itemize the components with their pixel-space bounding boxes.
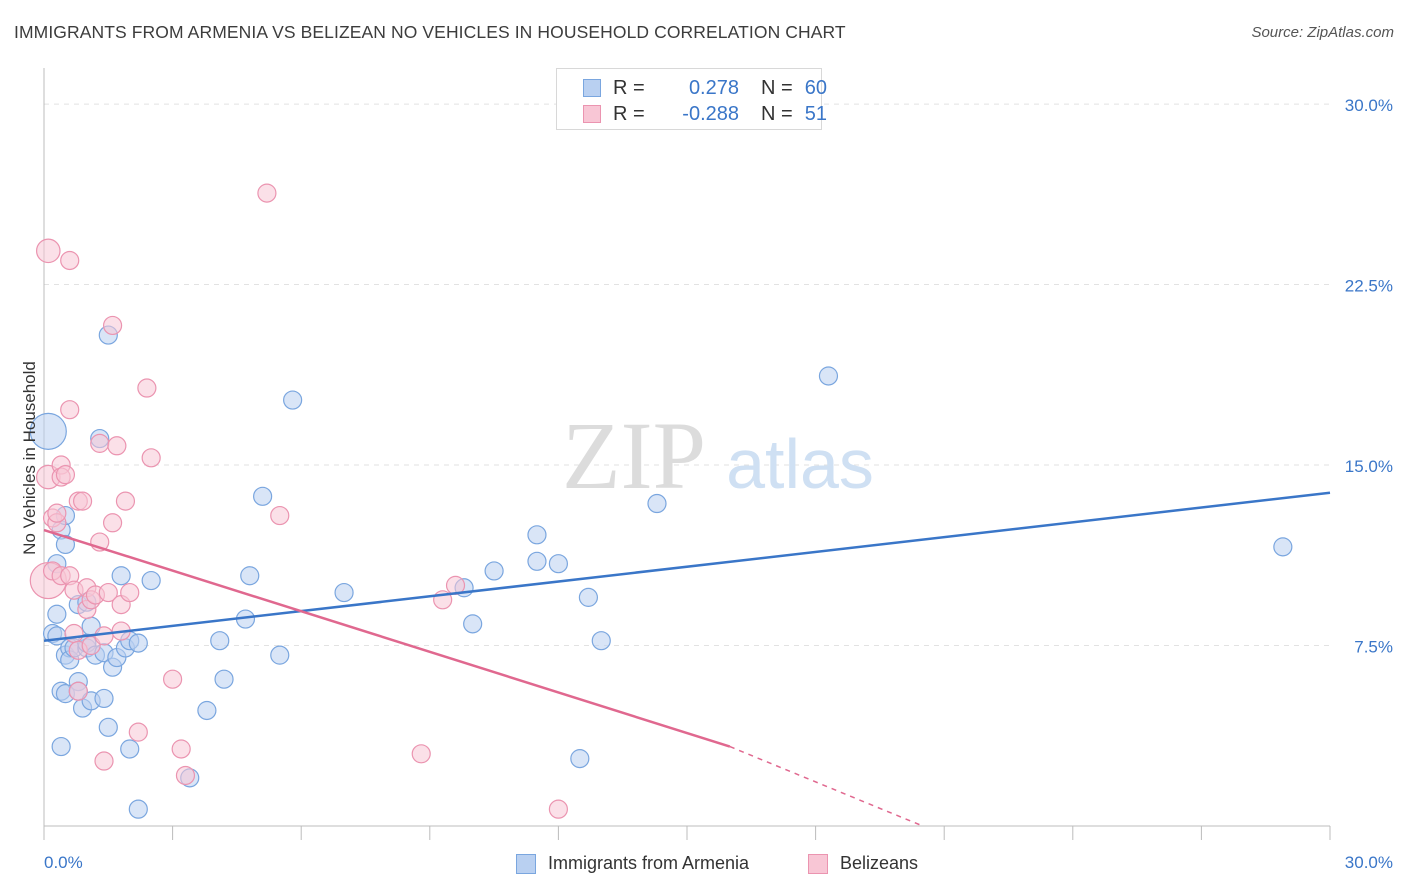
belizeans-trend-line: [43, 528, 731, 748]
belizeans-point: [171, 739, 191, 759]
armenia-point: [29, 412, 67, 450]
r-value-belizeans: -0.288: [682, 103, 739, 125]
tick-labels: 7.5% 15.0% 22.5% 30.0% 0.0% 30.0%: [44, 96, 1393, 872]
armenia-point: [591, 631, 611, 651]
belizeans-point: [94, 751, 114, 771]
n-value-belizeans: 51: [804, 103, 827, 125]
watermark: ZIP atlas: [562, 402, 874, 509]
belizeans-point: [175, 765, 196, 786]
x-tick-label: 30.0%: [1345, 853, 1393, 872]
armenia-point: [94, 688, 114, 709]
watermark-zip: ZIP: [562, 402, 706, 509]
r-label: R =: [613, 103, 645, 125]
belizeans-point: [55, 465, 76, 485]
belizeans-trend-extension: [729, 745, 924, 827]
armenia-point: [47, 604, 67, 624]
armenia-swatch: [583, 79, 601, 97]
watermark-atlas: atlas: [726, 425, 874, 503]
belizeans-point: [257, 183, 277, 203]
armenia-point: [141, 570, 161, 591]
belizeans-point: [141, 448, 161, 468]
armenia-point: [253, 486, 273, 506]
armenia-point: [1273, 537, 1293, 557]
belizeans-point: [60, 400, 80, 420]
belizeans-point: [64, 623, 84, 644]
armenia-point: [197, 700, 217, 721]
belizeans-point: [115, 491, 136, 511]
n-value-armenia: 60: [804, 77, 827, 99]
armenia-point: [334, 582, 354, 603]
belizeans-point: [60, 250, 80, 271]
stats-legend: R = 0.278 N = 60 R = -0.288 N = 51: [556, 68, 827, 130]
belizeans-swatch: [583, 105, 601, 123]
y-tick-label: 30.0%: [1345, 96, 1393, 115]
armenia-point: [647, 493, 667, 514]
belizeans-point: [137, 378, 157, 398]
belizeans-point: [107, 436, 127, 456]
belizeans-point: [270, 505, 290, 526]
belizeans-point: [68, 681, 88, 701]
armenia-point: [527, 525, 547, 545]
armenia-legend-swatch: [516, 854, 536, 874]
belizeans-point: [72, 491, 93, 511]
belizeans-point: [90, 433, 110, 453]
armenia-point: [51, 736, 71, 757]
armenia-point: [283, 390, 303, 410]
belizeans-legend-swatch: [808, 854, 828, 874]
y-tick-label: 22.5%: [1345, 277, 1393, 296]
series-belizeans-points: [29, 183, 569, 819]
belizeans-point: [102, 315, 123, 336]
armenia-point: [484, 561, 504, 581]
armenia-point: [98, 717, 118, 737]
armenia-point: [818, 366, 839, 386]
r-value-armenia: 0.278: [688, 77, 739, 99]
armenia-trend-line: [43, 491, 1331, 642]
armenia-point: [527, 551, 547, 571]
belizeans-point: [98, 582, 118, 603]
belizeans-point: [128, 722, 148, 742]
n-label: N =: [761, 77, 793, 99]
armenia-point: [55, 534, 76, 555]
armenia-point: [548, 554, 569, 574]
source-label: Source: ZipAtlas.com: [1251, 24, 1394, 41]
chart-title: IMMIGRANTS FROM ARMENIA VS BELIZEAN NO V…: [14, 22, 846, 42]
belizeans-point: [35, 238, 61, 264]
trend-lines: [43, 491, 1331, 827]
armenia-point: [210, 631, 230, 651]
armenia-point: [128, 799, 148, 819]
armenia-point: [570, 749, 590, 769]
armenia-legend-label: Immigrants from Armenia: [548, 853, 750, 873]
armenia-point: [120, 739, 140, 759]
n-label: N =: [761, 103, 793, 125]
armenia-point: [111, 566, 131, 586]
belizeans-point: [163, 669, 183, 689]
armenia-point: [578, 587, 599, 607]
y-tick-label: 7.5%: [1354, 638, 1393, 657]
r-label: R =: [613, 77, 645, 99]
grid-lines: [44, 103, 1330, 647]
armenia-point: [128, 633, 148, 653]
belizeans-point: [411, 744, 431, 764]
y-axis-label: No Vehicles in Household: [20, 361, 39, 555]
belizeans-legend-label: Belizeans: [840, 853, 919, 873]
series-armenia-points: [29, 325, 1293, 819]
belizeans-point: [548, 799, 569, 819]
armenia-point: [463, 614, 483, 634]
armenia-point: [214, 669, 234, 689]
y-tick-label: 15.0%: [1345, 457, 1393, 476]
belizeans-point: [120, 582, 140, 603]
belizeans-point: [102, 513, 123, 533]
belizeans-point: [47, 503, 67, 523]
armenia-point: [270, 645, 290, 665]
belizeans-point: [94, 626, 114, 646]
armenia-point: [240, 566, 260, 586]
x-tick-label: 0.0%: [44, 853, 83, 872]
